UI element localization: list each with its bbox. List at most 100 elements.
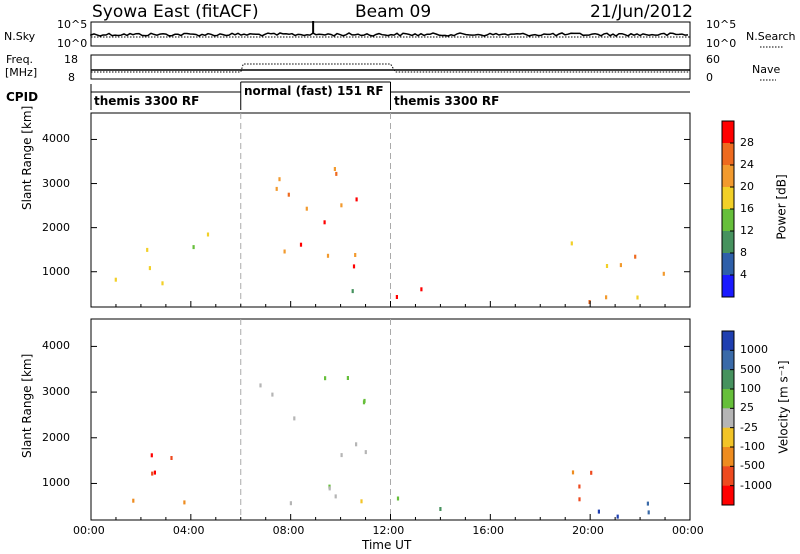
echo-cell	[570, 241, 573, 246]
echo-cell	[192, 245, 195, 250]
freq-strip-frame	[90, 54, 691, 80]
cpid-label: CPID	[6, 90, 39, 104]
echo-cell	[605, 295, 608, 300]
panel-frames	[90, 21, 784, 521]
echo-cell	[571, 470, 575, 475]
echo-cell	[151, 471, 154, 476]
echo-cell	[146, 247, 149, 252]
echo-cell	[132, 498, 135, 503]
x-tick-label: 12:00	[372, 524, 405, 537]
nsky-label: N.Sky	[4, 30, 36, 43]
freq-tick-bottom-left: 8	[68, 71, 75, 84]
nsearch-label: N.Search	[746, 30, 796, 43]
colorbar-swatch	[722, 350, 734, 371]
colorbar-swatch	[722, 231, 734, 254]
colorbar-frame	[721, 330, 735, 506]
echo-cell	[396, 496, 400, 501]
cpid-segment-2: normal (fast) 151 RF	[244, 84, 384, 98]
freq-unit-label: [MHz]	[5, 66, 38, 79]
colorbar-swatch	[722, 369, 734, 390]
colorbar-swatch	[722, 121, 734, 144]
colorbar-tick-label: 100	[740, 382, 761, 395]
colorbar-swatch	[722, 187, 734, 210]
echo-cell	[148, 266, 151, 271]
colorbar-tick-label: 16	[740, 202, 754, 215]
y-tick-label: 3000	[42, 176, 70, 190]
y-tick-label: 3000	[42, 385, 70, 399]
colorbar-swatch	[722, 485, 734, 506]
velocity-panel-echoes	[132, 376, 650, 519]
echo-cell	[646, 501, 649, 506]
echo-cell	[346, 376, 349, 380]
echo-cell	[150, 453, 153, 458]
date-label: 21/Jun/2012	[590, 2, 693, 22]
x-tick-label: 00:00	[73, 524, 105, 537]
x-tick-label: 08:00	[272, 524, 305, 537]
colorbar-swatch	[722, 275, 734, 298]
y-tick-label: 4000	[42, 339, 70, 353]
colorbar-swatch	[722, 165, 734, 188]
echo-cell	[271, 392, 274, 397]
echo-cell	[364, 450, 367, 455]
echo-cell	[293, 416, 296, 421]
echo-cell	[287, 192, 290, 197]
echo-cell	[328, 486, 331, 491]
colorbar-tick-label: 4	[740, 268, 747, 281]
freq-tick-top-left: 18	[64, 53, 78, 66]
colorbar-tick-label: -1000	[740, 478, 772, 492]
colorbar-tick-label: 25	[740, 401, 754, 415]
colorbars	[721, 120, 735, 506]
colorbar-tick-label: 1000	[740, 343, 768, 357]
echo-cell	[340, 453, 343, 458]
colorbar-swatch	[722, 253, 734, 276]
echo-cell	[597, 509, 600, 514]
echo-cell	[206, 232, 210, 237]
echo-cell	[305, 206, 308, 211]
echo-cell	[333, 167, 336, 171]
velocity-ylabel: Slant Range [km]	[20, 353, 34, 458]
x-tick-label: 04:00	[172, 524, 205, 537]
power-ylabel: Slant Range [km]	[20, 105, 34, 210]
power-colorbar-label: Power [dB]	[774, 174, 789, 240]
echo-cell	[634, 254, 637, 259]
echo-cell	[662, 271, 665, 276]
echo-cell	[114, 277, 117, 282]
colorbar-tick-label: 500	[740, 362, 761, 376]
colorbar-tick-label: 20	[740, 180, 754, 193]
cpid-segment-3: themis 3300 RF	[394, 94, 500, 108]
colorbar-tick-label: 12	[740, 224, 754, 237]
cpid-segment-1: themis 3300 RF	[94, 94, 200, 108]
colorbar-tick-label: -500	[740, 459, 765, 473]
echo-cell	[647, 510, 650, 515]
nave-line	[91, 63, 690, 73]
echo-cell	[636, 295, 639, 300]
echo-cell	[362, 400, 366, 405]
noise-strip-frame	[90, 21, 691, 47]
noise-sky-line	[90, 32, 689, 37]
echo-cell	[183, 500, 186, 505]
echo-cell	[605, 264, 609, 268]
noise-tick-top-right: 10^5	[706, 18, 737, 31]
noise-tick-bottom-left: 10^0	[57, 37, 88, 50]
x-tick-label: 00:00	[672, 524, 704, 537]
noise-tick-top-left: 10^5	[57, 18, 88, 31]
colorbar-swatch	[722, 466, 734, 487]
echo-cell	[354, 253, 357, 257]
echo-cell	[259, 383, 262, 388]
echo-cell	[340, 203, 343, 208]
colorbar-tick-label: 28	[740, 136, 754, 149]
echo-cell	[619, 263, 622, 268]
echo-cell	[360, 499, 363, 504]
echo-cell	[351, 289, 354, 294]
echo-cell	[352, 264, 356, 269]
y-tick-label: 1000	[42, 476, 70, 490]
echo-cell	[324, 376, 327, 381]
echo-cell	[326, 253, 330, 258]
colorbar-tick-label: -100	[740, 440, 765, 453]
colorbar-tick-label: 8	[740, 246, 747, 259]
echo-cell	[153, 470, 156, 475]
echo-cell	[335, 171, 338, 176]
echo-cell	[170, 456, 173, 460]
velocity-colorbar-label: Velocity [m s⁻¹]	[776, 360, 791, 454]
